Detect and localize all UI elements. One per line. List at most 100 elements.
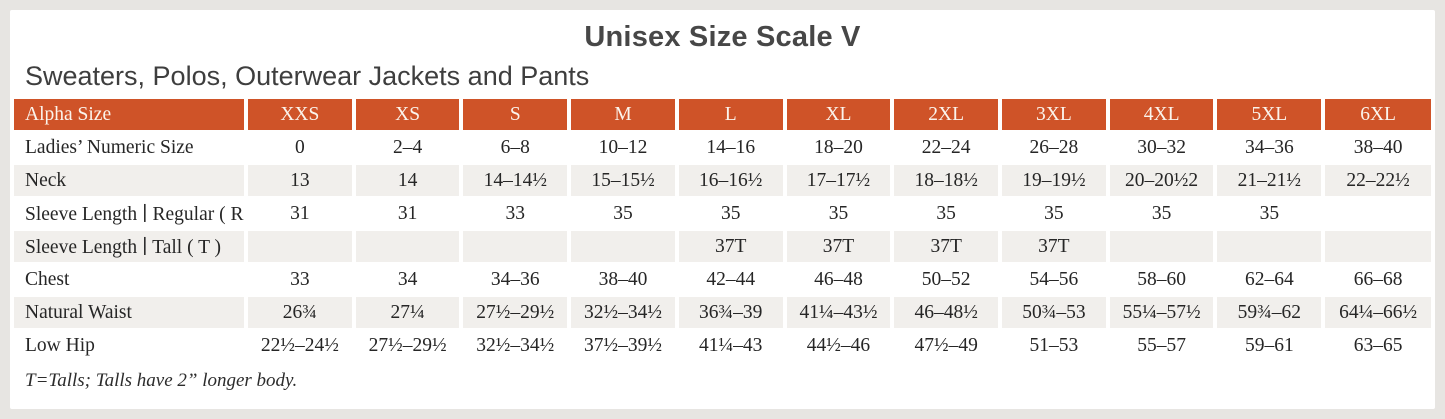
page-title: Unisex Size Scale V xyxy=(584,21,861,53)
table-cell: 35 xyxy=(1215,197,1326,230)
table-cell: 37T xyxy=(1000,230,1110,263)
table-cell: 22–24 xyxy=(892,131,1003,164)
table-cell: 66–68 xyxy=(1353,268,1403,290)
table-cell: 18–20 xyxy=(784,131,895,164)
table-cell: 55¼–57½ xyxy=(1107,296,1218,329)
table-cell: 33 xyxy=(246,263,356,296)
table-cell xyxy=(1323,197,1431,230)
header-cell-size: M xyxy=(569,99,679,131)
header-cell-size: 4XL xyxy=(1107,99,1218,131)
table-cell xyxy=(569,230,679,263)
size-chart-page: Unisex Size Scale V Sweaters, Polos, Out… xyxy=(10,10,1435,409)
table-cell: 54–56 xyxy=(1000,263,1110,296)
table-cell: 34–36 xyxy=(461,263,572,296)
table-cell: 35 xyxy=(676,197,787,230)
header-cell-size: 2XL xyxy=(892,99,1003,131)
table-cell: 2–4 xyxy=(353,131,464,164)
table-cell: 63–65 xyxy=(1353,334,1403,356)
table-cell: 37T xyxy=(676,230,787,263)
table-cell: 27¼ xyxy=(353,296,464,329)
table-cell: 44½–46 xyxy=(784,329,895,361)
table-cell: 0 xyxy=(246,131,356,164)
table-cell: 32½–34½ xyxy=(569,296,679,329)
table-cell: 31 xyxy=(246,197,356,230)
table-cell: 33 xyxy=(461,197,572,230)
table-cell: 35 xyxy=(784,197,895,230)
header-cell-size: L xyxy=(676,99,787,131)
table-cell: 19–19½ xyxy=(1000,164,1110,197)
table-body: Ladies’ Numeric Size 0 2–4 6–8 10–12 14–16 18–… xyxy=(14,131,1431,361)
table-cell: 27½–29½ xyxy=(461,296,572,329)
header-cell-size: XL xyxy=(784,99,895,131)
table-cell: 35 xyxy=(1107,197,1218,230)
page-subtitle: Sweaters, Polos, Outerwear Jackets and P… xyxy=(25,61,590,91)
table-cell: 37T xyxy=(892,230,1003,263)
table-cell: 17–17½ xyxy=(784,164,895,197)
table-cell: 46–48½ xyxy=(892,296,1003,329)
table-row: Ladies’ Numeric Size 0 2–4 6–8 10–12 14–16 18–… xyxy=(14,131,1431,164)
table-cell: 36¾–39 xyxy=(676,296,787,329)
table-cell: 20–20½2 xyxy=(1107,164,1218,197)
table-cell: 58–60 xyxy=(1107,263,1218,296)
table-cell: 21–21½ xyxy=(1215,164,1326,197)
table-cell: 15–15½ xyxy=(569,164,679,197)
table-cell: 41¼–43½ xyxy=(784,296,895,329)
header-cell-size: S xyxy=(461,99,572,131)
table-cell: 18–18½ xyxy=(892,164,1003,197)
size-chart-table: Alpha Size XXS XS S M L XL 2XL 3XL 4XL 5XL 6XL Ladi… xyxy=(14,99,1431,361)
table-cell: 32½–34½ xyxy=(461,329,572,361)
table-cell: 42–44 xyxy=(676,263,787,296)
header-cell-size: 3XL xyxy=(1000,99,1110,131)
table-cell: 37T xyxy=(784,230,895,263)
table-cell: 46–48 xyxy=(784,263,895,296)
table-cell xyxy=(246,230,356,263)
header-cell-size: 5XL xyxy=(1215,99,1326,131)
table-row: Chest 33 34 34–36 38–40 42–44 46–48 50–52 54–56 5… xyxy=(14,263,1431,296)
table-row: Natural Waist 26¾ 27¼ 27½–29½ 32½–34½ 36¾–39 4… xyxy=(14,296,1431,329)
header-cell-size: 6XL xyxy=(1323,99,1431,131)
table-cell: 35 xyxy=(569,197,679,230)
row-label: Neck xyxy=(14,164,248,197)
table-cell: 10–12 xyxy=(569,131,679,164)
table-cell: 34 xyxy=(353,263,464,296)
table-cell: 22–22½ xyxy=(1346,169,1410,191)
table-cell: 41¼–43 xyxy=(676,329,787,361)
table-cell: 26¾ xyxy=(246,296,356,329)
table-cell xyxy=(461,230,572,263)
row-label: Sleeve Length ∣ Regular ( R ) xyxy=(14,197,248,230)
row-label: Chest xyxy=(14,263,248,296)
table-cell: 47½–49 xyxy=(892,329,1003,361)
header-cell-size: XS xyxy=(353,99,464,131)
table-cell xyxy=(1323,230,1431,263)
header-cell-alpha-size: Alpha Size xyxy=(14,99,248,131)
table-cell: 51–53 xyxy=(1000,329,1110,361)
table-cell: 14–16 xyxy=(676,131,787,164)
row-label: Sleeve Length ∣ Tall ( T ) xyxy=(14,230,248,263)
table-cell: 50¾–53 xyxy=(1000,296,1110,329)
row-label: Natural Waist xyxy=(14,296,248,329)
row-label: Ladies’ Numeric Size xyxy=(14,131,248,164)
table-cell: 13 xyxy=(246,164,356,197)
table-cell xyxy=(353,230,464,263)
table-cell xyxy=(1215,230,1326,263)
table-row: Neck 13 14 14–14½ 15–15½ 16–16½ 17–17½ 18–18½ 19… xyxy=(14,164,1431,197)
table-cell: 59¾–62 xyxy=(1215,296,1326,329)
table-cell: 37½–39½ xyxy=(569,329,679,361)
table-cell: 55–57 xyxy=(1107,329,1218,361)
table-header: Alpha Size XXS XS S M L XL 2XL 3XL 4XL 5XL 6XL xyxy=(14,99,1431,131)
table-cell: 64¼–66½ xyxy=(1339,301,1418,323)
table-cell: 16–16½ xyxy=(676,164,787,197)
table-cell: 59–61 xyxy=(1215,329,1326,361)
table-row: Sleeve Length ∣ Regular ( R ) 31 31 33 35 35 3… xyxy=(14,197,1431,230)
table-cell: 50–52 xyxy=(892,263,1003,296)
table-cell: 34–36 xyxy=(1215,131,1326,164)
header-row: Alpha Size XXS XS S M L XL 2XL 3XL 4XL 5XL 6XL xyxy=(14,99,1431,131)
table-cell: 26–28 xyxy=(1000,131,1110,164)
table-cell xyxy=(1107,230,1218,263)
table-row: Sleeve Length ∣ Tall ( T ) 37T 37T 37T 37T xyxy=(14,230,1431,263)
header-cell-size: XXS xyxy=(246,99,356,131)
table-cell: 38–40 xyxy=(1353,136,1403,158)
table-cell: 38–40 xyxy=(569,263,679,296)
table-cell: 31 xyxy=(353,197,464,230)
table-cell: 14 xyxy=(353,164,464,197)
